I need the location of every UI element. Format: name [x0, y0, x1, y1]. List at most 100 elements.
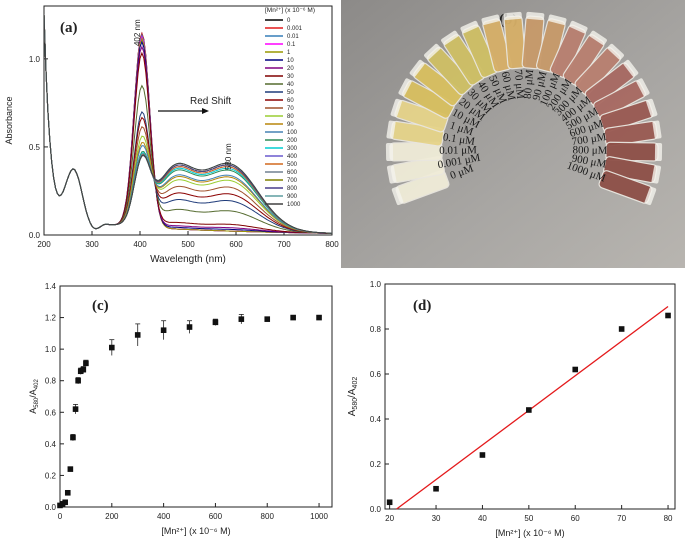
vial-label: 80 μM: [522, 69, 536, 100]
legend-entry: 200: [287, 138, 298, 144]
legend-entry: 900: [287, 194, 298, 200]
y-axis-label: Absorbance: [4, 96, 14, 144]
panel-c: 0 200 400 600 800 1000 0.0 0.2 0.4 0.6 0.8 1.0 1.2 1.…: [0, 274, 340, 544]
vial-label: 0.01 μM: [439, 144, 477, 157]
fit-line: [396, 305, 669, 510]
legend-entry: 1: [287, 50, 291, 56]
data-point: [83, 360, 89, 367]
legend-entry: 60: [287, 98, 294, 104]
x-axis-label: [Mn²⁺] (x 10⁻⁶ M): [161, 526, 230, 536]
y-tick-label: 0.0: [370, 505, 382, 514]
y-tick-label: 0.2: [370, 460, 382, 469]
vial-cap: [441, 30, 459, 45]
x-tick-label: 200: [37, 240, 51, 249]
data-point: [75, 377, 81, 384]
data-point: [160, 327, 167, 333]
vial-cap: [636, 78, 650, 97]
data-point: [386, 499, 393, 506]
y-axis-label-part: /A: [347, 388, 358, 398]
y-tick-label: 0.5: [29, 143, 41, 152]
y-tick-label: 1.2: [45, 314, 57, 323]
panel-label: (a): [60, 20, 78, 36]
spectrum-line: [44, 14, 332, 234]
x-tick-label: 400: [133, 240, 147, 249]
data-point: [212, 319, 219, 326]
y-tick-label: 1.0: [45, 345, 57, 354]
x-tick-label: 600: [229, 240, 243, 249]
legend-entry: 700: [287, 178, 298, 184]
data-point: [479, 452, 486, 458]
x-tick-label: 700: [277, 240, 291, 249]
y-tick-label: 0.6: [45, 408, 57, 417]
vial: [574, 43, 624, 96]
data-point: [62, 499, 68, 506]
vial-cap: [398, 78, 412, 97]
vial-cap: [651, 165, 662, 184]
legend-entry: 600: [287, 170, 298, 176]
vial-cap: [386, 120, 396, 139]
y-tick-label: 0.6: [370, 370, 382, 379]
x-tick-label: 500: [181, 240, 195, 249]
vial-label: 800 μM: [572, 144, 607, 157]
legend-entry: 500: [287, 162, 298, 168]
x-tick-label: 50: [524, 514, 533, 523]
vial-cap: [409, 59, 425, 77]
x-axis-label: [Mn²⁺] (x 10⁻⁶ M): [495, 528, 564, 538]
x-tick-label: 400: [157, 512, 171, 521]
vial-cap: [526, 11, 545, 21]
x-tick-label: 30: [432, 514, 441, 523]
panel-label: (d): [413, 298, 431, 314]
x-tick-label: 600: [209, 512, 223, 521]
panel-label: (c): [92, 298, 109, 314]
data-point: [67, 466, 74, 472]
vial-cap: [607, 43, 624, 60]
legend-entry: 10: [287, 58, 294, 64]
y-axis-label: A580/A402: [28, 379, 40, 414]
legend-entry: 30: [287, 74, 294, 80]
legend-title: [Mn²⁺] (x 10⁻⁶ M): [265, 7, 315, 14]
x-tick-label: 80: [664, 514, 673, 523]
x-tick-label: 300: [85, 240, 99, 249]
x-tick-label: 70: [617, 514, 626, 523]
legend-entry: 0.001: [287, 26, 303, 32]
data-point: [665, 312, 671, 319]
y-axis-label-part: /A: [28, 389, 38, 398]
plot-frame: [384, 283, 676, 510]
data-point: [72, 406, 79, 412]
data-point: [618, 326, 625, 332]
vial-cap: [569, 20, 588, 34]
legend-entry: 90: [287, 122, 294, 128]
vial-cap: [424, 43, 441, 60]
data-point: [186, 324, 193, 330]
vial-cap: [654, 142, 663, 162]
y-tick-label: 0.4: [45, 440, 57, 449]
y-tick-label: 1.4: [45, 282, 57, 291]
vial-cap: [652, 120, 662, 139]
band-annotation: 580 nm: [224, 143, 233, 170]
shift-annotation: Red Shift: [190, 96, 231, 107]
y-axis-label-sub: 580: [352, 398, 359, 410]
panel-d: 20 30 40 50 60 70 80 0.0 0.2 0.4 0.6 0.8 1.0 [Mn²⁺] (…: [341, 274, 685, 544]
x-tick-label: 800: [325, 240, 339, 249]
legend-entry: 80: [287, 114, 294, 120]
legend-entry: 50: [287, 90, 294, 96]
data-point: [70, 434, 76, 441]
vial-cap: [391, 186, 404, 206]
vial-cap: [623, 59, 639, 77]
vial-label: 700 μM: [571, 131, 608, 148]
data-point: [290, 314, 296, 321]
y-tick-label: 0.0: [45, 503, 57, 512]
y-axis-label: A580/A402: [347, 377, 359, 417]
vial: [460, 20, 499, 79]
y-axis-label-part: A: [28, 408, 38, 414]
vial-cap: [481, 14, 500, 25]
data-point: [238, 316, 245, 322]
legend-entry: 40: [287, 82, 294, 88]
ratio-vs-concentration-chart: 0 200 400 600 800 1000 0.0 0.2 0.4 0.6 0.8 1.0 1.2 1.…: [28, 282, 333, 536]
vial-cap: [390, 98, 402, 117]
y-axis-label-sub: 580: [34, 397, 40, 408]
x-tick-label: 200: [105, 512, 119, 521]
vial-cap: [386, 165, 397, 184]
y-axis-label-sub: 402: [34, 379, 40, 390]
